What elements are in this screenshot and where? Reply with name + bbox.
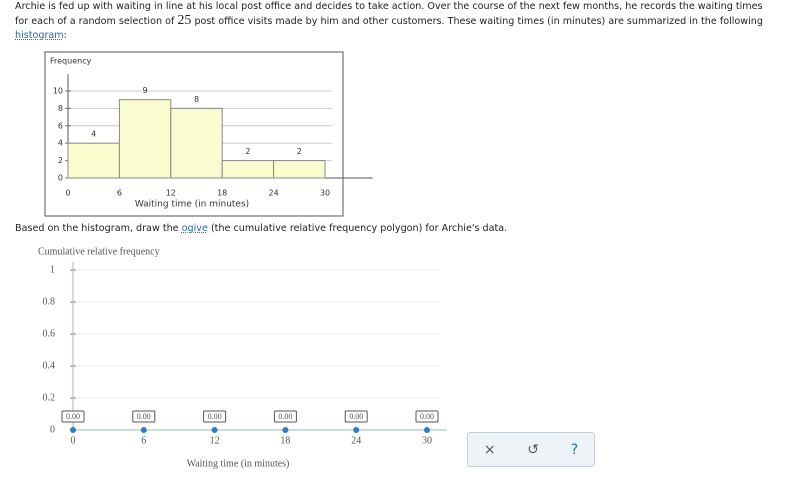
x-tick-label: 6 — [141, 435, 146, 446]
link[interactable]: ogive — [181, 223, 208, 234]
x-tick-label: 18 — [217, 189, 227, 198]
y-tick-label: 4 — [58, 139, 63, 148]
intro: Archie is fed up with waiting in line at… — [15, 0, 775, 43]
x-tick-label: 18 — [280, 435, 290, 446]
value-label-box — [273, 410, 297, 423]
x-tick-label: 0 — [71, 435, 76, 446]
point — [70, 427, 76, 433]
bar-label: 8 — [194, 95, 199, 104]
button-bar: × ↺ ? — [467, 432, 595, 467]
bar-label: 2 — [245, 147, 250, 156]
bar — [67, 142, 120, 179]
x-tick-label: 12 — [210, 435, 220, 446]
value-label-box — [344, 410, 368, 423]
text: : — [63, 30, 67, 41]
link[interactable]: histogram — [15, 30, 64, 41]
text: (the cumulative relative frequency polyg… — [210, 223, 508, 234]
text: post office visits made by him and other… — [194, 16, 763, 27]
y-tick-label: 0.2 — [43, 392, 56, 403]
x-axis-label: Waiting time (in minutes) — [135, 200, 249, 210]
bar — [221, 160, 275, 179]
y-axis-label: Frequency — [50, 57, 92, 66]
help-button[interactable]: ? — [570, 441, 579, 458]
bar — [273, 160, 326, 179]
y-tick-label: 8 — [58, 104, 63, 113]
x-tick-label: 0 — [65, 189, 70, 198]
instruction: Based on the histogram, draw the ogive (… — [15, 222, 507, 236]
y-tick-label: 1 — [50, 264, 55, 275]
value-label-box — [203, 410, 227, 423]
x-tick-label: 30 — [320, 189, 330, 198]
y-tick-label: 0.4 — [43, 360, 56, 371]
x-tick-label: 6 — [117, 189, 122, 198]
value-label: 0.00 — [137, 412, 151, 421]
x-tick-label: 12 — [166, 189, 176, 198]
point — [140, 427, 147, 433]
x-tick-label: 24 — [269, 189, 279, 198]
x-tick-label: 30 — [422, 435, 432, 446]
y-axis-label: Cumulative relative frequency — [38, 246, 160, 257]
value-label: 0.00 — [208, 412, 222, 421]
point — [211, 427, 218, 433]
y-tick-label: 2 — [58, 156, 63, 165]
bar — [170, 107, 223, 179]
value-label-box — [132, 410, 156, 423]
bar-label: 2 — [297, 147, 302, 156]
y-tick-label: 0.8 — [43, 296, 56, 307]
point — [282, 427, 289, 433]
point — [353, 427, 360, 433]
text: Based on the histogram, draw the — [15, 223, 179, 234]
undo-button[interactable]: ↺ — [527, 441, 539, 458]
bar-label: 4 — [91, 130, 96, 139]
value-label: 0.00 — [349, 412, 363, 421]
y-tick-label: 0.6 — [43, 328, 56, 339]
number: 25 — [177, 13, 192, 28]
value-label-box — [61, 410, 85, 423]
value-label: 0.00 — [66, 412, 80, 421]
x-tick-label: 24 — [351, 435, 361, 446]
y-tick-label: 10 — [53, 87, 63, 96]
y-tick-label: 0 — [58, 174, 63, 183]
y-tick-label: 6 — [58, 121, 63, 130]
text: Archie is fed up with waiting in line at… — [15, 1, 763, 27]
y-tick-label: 0 — [50, 424, 55, 435]
bar-label: 9 — [143, 86, 148, 95]
clear-button[interactable]: × — [483, 441, 496, 458]
point — [424, 427, 430, 433]
x-axis-label: Waiting time (in minutes) — [187, 458, 290, 469]
value-label: 0.00 — [420, 412, 434, 421]
bar — [118, 99, 172, 179]
value-label-box — [415, 410, 439, 423]
value-label: 0.00 — [278, 412, 292, 421]
